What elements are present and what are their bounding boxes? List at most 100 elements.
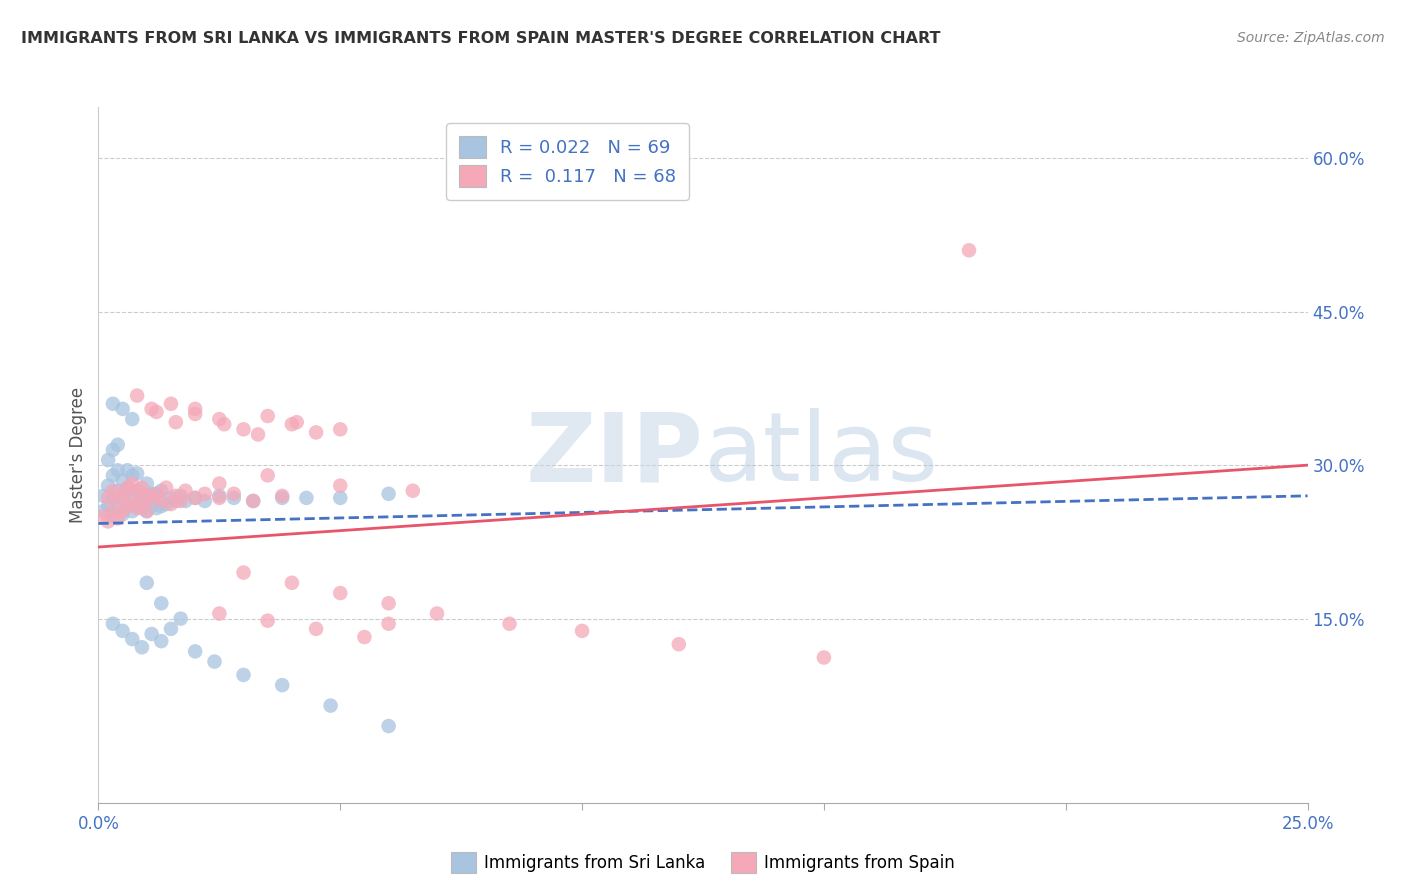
Point [271, 489, 294, 503]
Point [208, 476, 231, 491]
Point [111, 474, 134, 488]
Point [101, 616, 124, 631]
Point [271, 491, 294, 505]
Point [135, 504, 157, 518]
Point [97, 453, 120, 467]
Point [145, 487, 167, 501]
Point [160, 491, 183, 505]
Point [145, 487, 167, 501]
Point [121, 487, 143, 501]
Point [107, 491, 129, 505]
Point [127, 483, 149, 498]
Point [150, 483, 173, 498]
Point [150, 596, 173, 610]
Point [121, 632, 143, 646]
Point [353, 630, 375, 644]
Point [131, 501, 153, 516]
Point [212, 417, 235, 432]
Point [377, 616, 399, 631]
Point [174, 483, 197, 498]
Point [127, 467, 149, 481]
Text: Source: ZipAtlas.com: Source: ZipAtlas.com [1237, 31, 1385, 45]
Point [281, 417, 304, 432]
Point [121, 412, 143, 426]
Point [208, 607, 231, 621]
Point [107, 463, 129, 477]
Point [107, 511, 129, 525]
Point [281, 575, 304, 590]
Point [117, 481, 139, 495]
Point [232, 566, 254, 580]
Point [91, 504, 114, 518]
Point [127, 501, 149, 516]
Point [141, 491, 163, 505]
Point [329, 478, 352, 492]
Point [256, 614, 278, 628]
Point [184, 401, 207, 416]
Y-axis label: Master's Degree: Master's Degree [69, 387, 87, 523]
Point [271, 678, 294, 692]
Point [329, 586, 352, 600]
Point [169, 612, 191, 626]
Legend: R = 0.022   N = 69, R =  0.117   N = 68: R = 0.022 N = 69, R = 0.117 N = 68 [446, 123, 689, 200]
Point [150, 634, 173, 648]
Point [141, 401, 163, 416]
Point [165, 494, 187, 508]
Point [160, 397, 183, 411]
Point [101, 504, 124, 518]
Point [135, 575, 157, 590]
Point [305, 425, 328, 440]
Point [111, 508, 134, 522]
Point [319, 698, 342, 713]
Point [232, 668, 254, 682]
Point [668, 637, 690, 651]
Point [135, 489, 157, 503]
Point [426, 607, 449, 621]
Point [107, 483, 129, 498]
Point [101, 442, 124, 457]
Point [232, 422, 254, 436]
Point [305, 622, 328, 636]
Point [204, 655, 226, 669]
Point [111, 401, 134, 416]
Point [121, 504, 143, 518]
Point [160, 497, 183, 511]
Text: ZIP: ZIP [524, 409, 703, 501]
Point [194, 487, 217, 501]
Point [107, 438, 129, 452]
Point [121, 468, 143, 483]
Point [97, 478, 120, 492]
Point [141, 499, 163, 513]
Point [131, 481, 153, 495]
Point [498, 616, 520, 631]
Point [111, 487, 134, 501]
Point [150, 499, 173, 513]
Point [169, 489, 191, 503]
Point [117, 499, 139, 513]
Point [127, 388, 149, 402]
Point [141, 487, 163, 501]
Legend: Immigrants from Sri Lanka, Immigrants from Spain: Immigrants from Sri Lanka, Immigrants fr… [444, 846, 962, 880]
Point [184, 491, 207, 505]
Point [165, 415, 187, 429]
Point [165, 489, 187, 503]
Point [101, 468, 124, 483]
Point [242, 494, 264, 508]
Point [97, 499, 120, 513]
Point [121, 494, 143, 508]
Point [208, 412, 231, 426]
Point [155, 497, 177, 511]
Point [184, 491, 207, 505]
Point [117, 499, 139, 513]
Point [121, 476, 143, 491]
Point [285, 415, 308, 429]
Point [111, 491, 134, 505]
Text: atlas: atlas [703, 409, 938, 501]
Point [208, 491, 231, 505]
Point [184, 644, 207, 658]
Point [571, 624, 593, 638]
Point [127, 499, 149, 513]
Point [97, 491, 120, 505]
Point [256, 409, 278, 423]
Point [222, 487, 245, 501]
